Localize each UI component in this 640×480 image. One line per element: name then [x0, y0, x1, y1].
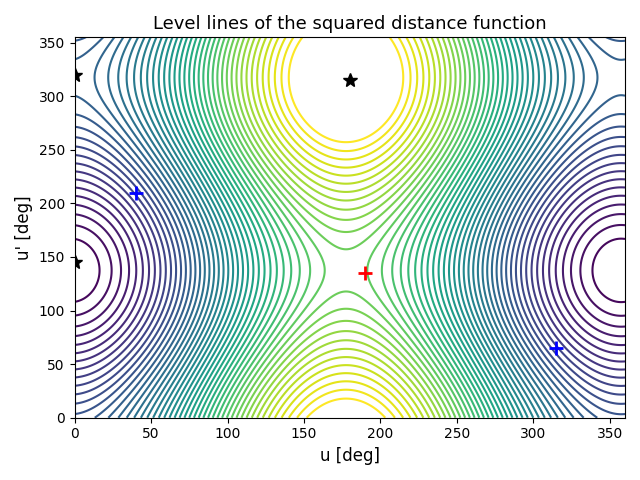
Title: Level lines of the squared distance function: Level lines of the squared distance func… [153, 15, 547, 33]
X-axis label: u [deg]: u [deg] [320, 447, 380, 465]
Y-axis label: u' [deg]: u' [deg] [15, 195, 33, 260]
